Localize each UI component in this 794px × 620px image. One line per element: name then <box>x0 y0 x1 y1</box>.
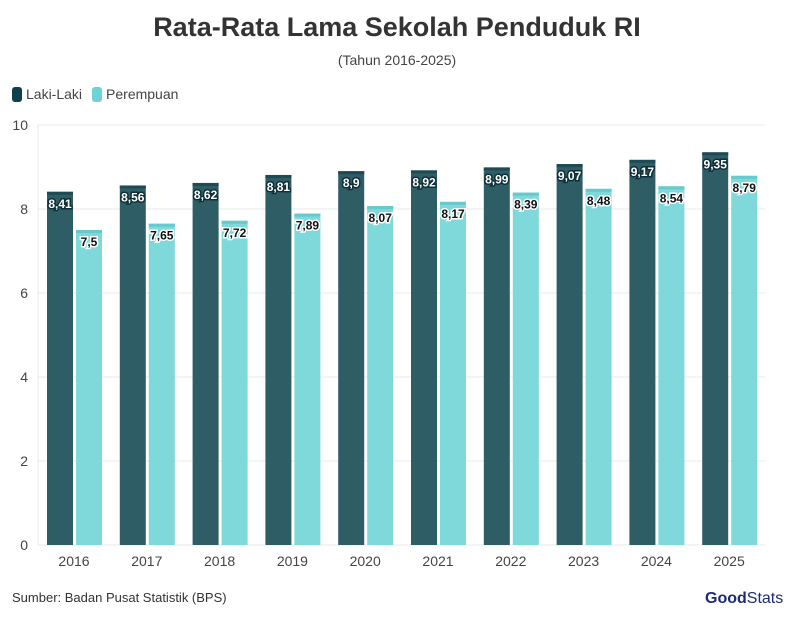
data-label: 7,89 <box>296 219 320 233</box>
y-tick-label: 2 <box>20 453 28 469</box>
bar <box>265 174 292 546</box>
bar-cap <box>265 174 292 178</box>
data-label: 8,79 <box>733 181 757 195</box>
bar <box>585 188 612 545</box>
bar <box>731 175 758 545</box>
y-tick-label: 0 <box>20 537 28 553</box>
bar-cap <box>47 191 73 195</box>
bar <box>119 185 146 546</box>
bar-cap <box>76 230 102 233</box>
bar-cap <box>629 159 656 163</box>
legend-swatch <box>12 86 22 102</box>
data-label: 7,65 <box>150 229 174 243</box>
bar <box>148 223 175 545</box>
data-label: 7,72 <box>223 226 247 240</box>
bar <box>47 191 73 545</box>
bar-cap <box>585 188 612 192</box>
legend: Laki-Laki Perempuan <box>12 86 178 102</box>
legend-item-perempuan: Perempuan <box>92 86 178 102</box>
source-note: Sumber: Badan Pusat Statistik (BPS) <box>12 590 227 605</box>
y-tick-label: 10 <box>12 117 28 133</box>
bar <box>294 213 321 545</box>
legend-label: Perempuan <box>106 86 179 102</box>
data-label: 8,62 <box>194 188 218 202</box>
data-label: 8,54 <box>660 191 684 205</box>
data-label: 8,39 <box>514 198 538 212</box>
bar <box>556 164 583 545</box>
bar <box>192 182 219 545</box>
bar-cap <box>440 201 466 205</box>
bar <box>76 230 102 545</box>
bar-cap <box>411 170 437 174</box>
bar <box>629 159 656 546</box>
data-label: 8,07 <box>369 211 393 225</box>
bar-cap <box>294 213 321 217</box>
bar-cap <box>731 175 758 179</box>
x-tick-label: 2019 <box>277 553 308 569</box>
logo-light: Stats <box>746 590 784 607</box>
bar-cap <box>148 223 175 227</box>
legend-label: Laki-Laki <box>26 86 83 102</box>
x-tick-label: 2025 <box>714 553 745 569</box>
y-tick-label: 8 <box>20 201 28 217</box>
bar-cap <box>338 171 365 175</box>
data-label: 8,17 <box>441 207 465 221</box>
legend-item-laki-laki: Laki-Laki <box>12 86 82 102</box>
x-tick-label: 2018 <box>204 553 235 569</box>
bar-cap <box>702 152 729 156</box>
chart-subtitle: (Tahun 2016-2025) <box>337 52 457 68</box>
bar <box>512 192 539 545</box>
data-label: 8,99 <box>485 172 509 186</box>
data-label: 8,41 <box>48 197 72 211</box>
x-tick-label: 2021 <box>422 553 453 569</box>
bar-cap <box>119 185 146 189</box>
goodstats-logo: GoodStats <box>705 590 783 608</box>
legend-swatch <box>92 86 103 102</box>
chart-title: Rata-Rata Lama Sekolah Penduduk RI <box>153 12 641 42</box>
bar <box>338 171 365 545</box>
x-tick-label: 2016 <box>58 553 89 569</box>
bar-cap <box>221 220 248 224</box>
bar-cap <box>556 164 583 168</box>
data-label: 8,56 <box>121 190 145 204</box>
bar <box>702 152 729 546</box>
y-tick-label: 4 <box>20 369 28 385</box>
bar <box>367 206 394 545</box>
data-label: 8,92 <box>412 175 436 189</box>
x-tick-label: 2023 <box>568 553 599 569</box>
bar-cap <box>192 182 219 186</box>
data-label: 8,9 <box>343 176 360 190</box>
x-tick-label: 2022 <box>495 553 526 569</box>
data-label: 7,5 <box>81 235 98 249</box>
y-tick-label: 6 <box>20 285 28 301</box>
bar-cap <box>367 206 394 210</box>
data-label: 9,07 <box>558 169 582 183</box>
bar-cap <box>512 192 539 196</box>
bar <box>221 220 248 545</box>
data-label: 8,48 <box>587 194 611 208</box>
bar <box>658 186 685 545</box>
logo-bold: Good <box>705 590 747 607</box>
data-label: 8,81 <box>267 180 291 194</box>
data-label: 9,35 <box>704 157 728 171</box>
bar <box>411 170 437 546</box>
bar <box>483 167 510 546</box>
data-label: 9,17 <box>631 165 655 179</box>
bar <box>440 201 466 546</box>
x-tick-label: 2017 <box>131 553 162 569</box>
x-tick-label: 2020 <box>350 553 381 569</box>
bar-cap <box>483 167 510 171</box>
bar-cap <box>658 186 685 190</box>
x-tick-label: 2024 <box>641 553 672 569</box>
